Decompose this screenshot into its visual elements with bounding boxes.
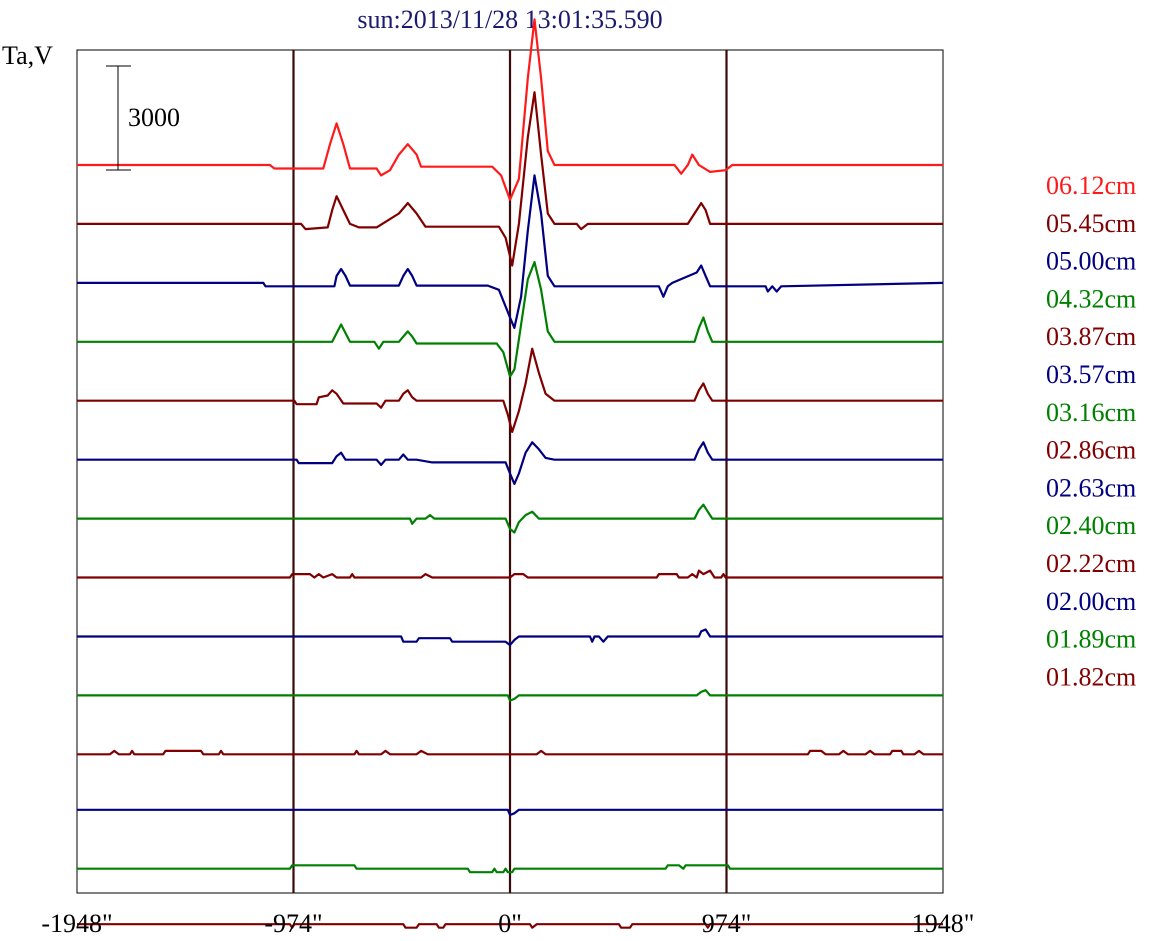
chart-title: sun:2013/11/28 13:01:35.590 <box>357 5 662 34</box>
series-line-1 <box>77 91 943 267</box>
series-group <box>77 18 944 929</box>
series-line-3 <box>77 261 943 378</box>
legend-item-12: 01.89cm <box>1046 625 1136 654</box>
series-line-10 <box>77 749 943 756</box>
legend-item-8: 02.63cm <box>1046 473 1136 502</box>
legend-item-5: 03.57cm <box>1046 360 1136 389</box>
legend-item-1: 05.45cm <box>1046 209 1136 238</box>
legend-item-13: 01.82cm <box>1046 662 1136 691</box>
legend-item-3: 04.32cm <box>1046 284 1136 313</box>
series-line-8 <box>77 628 943 647</box>
series-line-11 <box>77 808 943 817</box>
legend-item-2: 05.00cm <box>1046 247 1136 276</box>
legend-item-4: 03.87cm <box>1046 322 1136 351</box>
series-line-4 <box>77 347 943 433</box>
x-tick-label-1: -974" <box>264 909 322 938</box>
x-tick-label-4: 1948" <box>912 909 975 938</box>
legend-item-6: 03.16cm <box>1046 398 1136 427</box>
scale-bar-label: 3000 <box>128 103 180 132</box>
x-tick-label-3: 974" <box>702 909 752 938</box>
x-tick-label-0: -1948" <box>41 909 112 938</box>
series-line-2 <box>77 174 944 329</box>
legend-item-9: 02.40cm <box>1046 511 1136 540</box>
series-line-13 <box>77 923 943 929</box>
legend-item-10: 02.22cm <box>1046 549 1136 578</box>
legend-item-7: 02.86cm <box>1046 436 1136 465</box>
y-axis-label: Ta,V <box>2 41 53 70</box>
legend: 06.12cm 05.45cm 05.00cm 04.32cm 03.87cm 03.57… <box>1046 171 1136 691</box>
x-tick-label-2: 0" <box>498 909 522 938</box>
series-line-5 <box>77 441 943 485</box>
series-line-12 <box>77 864 943 874</box>
scale-bar: 3000 <box>106 65 180 171</box>
series-line-9 <box>77 689 943 702</box>
x-axis-ticks: -1948" -974" 0" 974" 1948" <box>41 909 974 938</box>
series-line-6 <box>77 503 943 534</box>
series-line-0 <box>77 18 943 201</box>
legend-item-11: 02.00cm <box>1046 587 1136 616</box>
series-line-7 <box>77 569 943 579</box>
legend-item-0: 06.12cm <box>1046 171 1136 200</box>
